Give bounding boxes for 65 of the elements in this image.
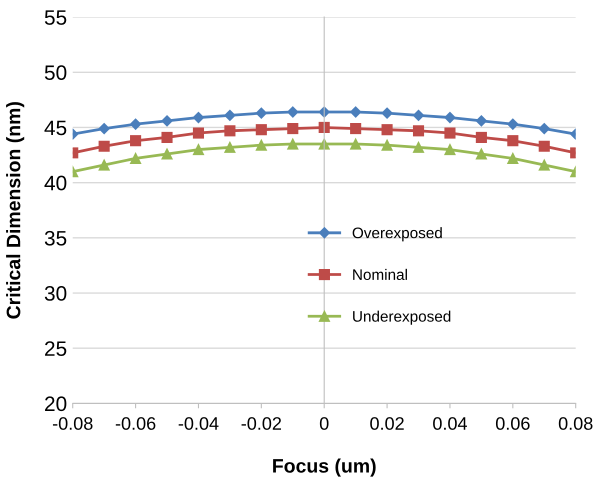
- point: [98, 159, 110, 171]
- point: [382, 124, 393, 136]
- point: [350, 106, 362, 118]
- point: [538, 159, 550, 171]
- point: [224, 125, 236, 136]
- y-tick-label: 40: [44, 176, 66, 190]
- y-tick-label: 20: [45, 396, 66, 412]
- x-tick-label: 0: [320, 417, 329, 430]
- y-tick-label: 55: [44, 10, 66, 25]
- point: [507, 152, 518, 164]
- x-tick-label: 0.08: [558, 417, 592, 430]
- point: [507, 118, 518, 130]
- point: [538, 122, 550, 134]
- point: [98, 122, 110, 134]
- point: [256, 124, 267, 136]
- point: [161, 115, 173, 126]
- point: [476, 132, 487, 143]
- y-tick-label: 30: [44, 286, 66, 301]
- point: [287, 138, 298, 150]
- point: [192, 112, 204, 124]
- x-tick-label: -0.02: [242, 417, 282, 430]
- x-tick-label: 0.04: [433, 417, 467, 430]
- y-tick-label: 35: [44, 230, 66, 246]
- x-axis-title: Focus (um): [273, 458, 376, 477]
- y-tick-label: 25: [45, 341, 66, 356]
- point: [130, 152, 142, 164]
- point: [287, 106, 298, 118]
- legend-label: Underexposed: [353, 310, 450, 325]
- point: [412, 125, 424, 136]
- point: [412, 110, 424, 121]
- point: [318, 122, 330, 134]
- point: [444, 127, 456, 139]
- point: [412, 142, 424, 153]
- point: [256, 108, 267, 119]
- point: [98, 140, 110, 152]
- point: [287, 123, 298, 134]
- x-tick-label: -0.06: [116, 417, 156, 430]
- point: [192, 127, 204, 139]
- y-tick-label: 45: [44, 120, 66, 136]
- y-axis-title: Critical Dimension (nm): [6, 102, 24, 319]
- point: [161, 148, 173, 160]
- y-tick-label: 50: [44, 65, 66, 80]
- x-tick-label: -0.08: [52, 417, 93, 430]
- point: [381, 108, 393, 119]
- point: [192, 144, 204, 156]
- point: [350, 138, 362, 150]
- point: [130, 118, 142, 130]
- point: [382, 140, 393, 151]
- point: [224, 110, 236, 121]
- x-tick-label: 0.06: [496, 417, 530, 430]
- point: [476, 115, 487, 126]
- point: [444, 112, 456, 124]
- point: [224, 142, 236, 153]
- point: [161, 132, 173, 143]
- point: [444, 144, 456, 156]
- point: [130, 135, 142, 146]
- point: [256, 140, 267, 151]
- point: [476, 148, 487, 160]
- x-tick-label: 0.02: [370, 417, 404, 430]
- point: [538, 140, 550, 152]
- x-tick-label: -0.04: [178, 417, 219, 430]
- point: [350, 123, 362, 134]
- legend-label: Nominal: [353, 268, 407, 280]
- point: [507, 135, 518, 146]
- legend-label: Overexposed: [352, 227, 442, 242]
